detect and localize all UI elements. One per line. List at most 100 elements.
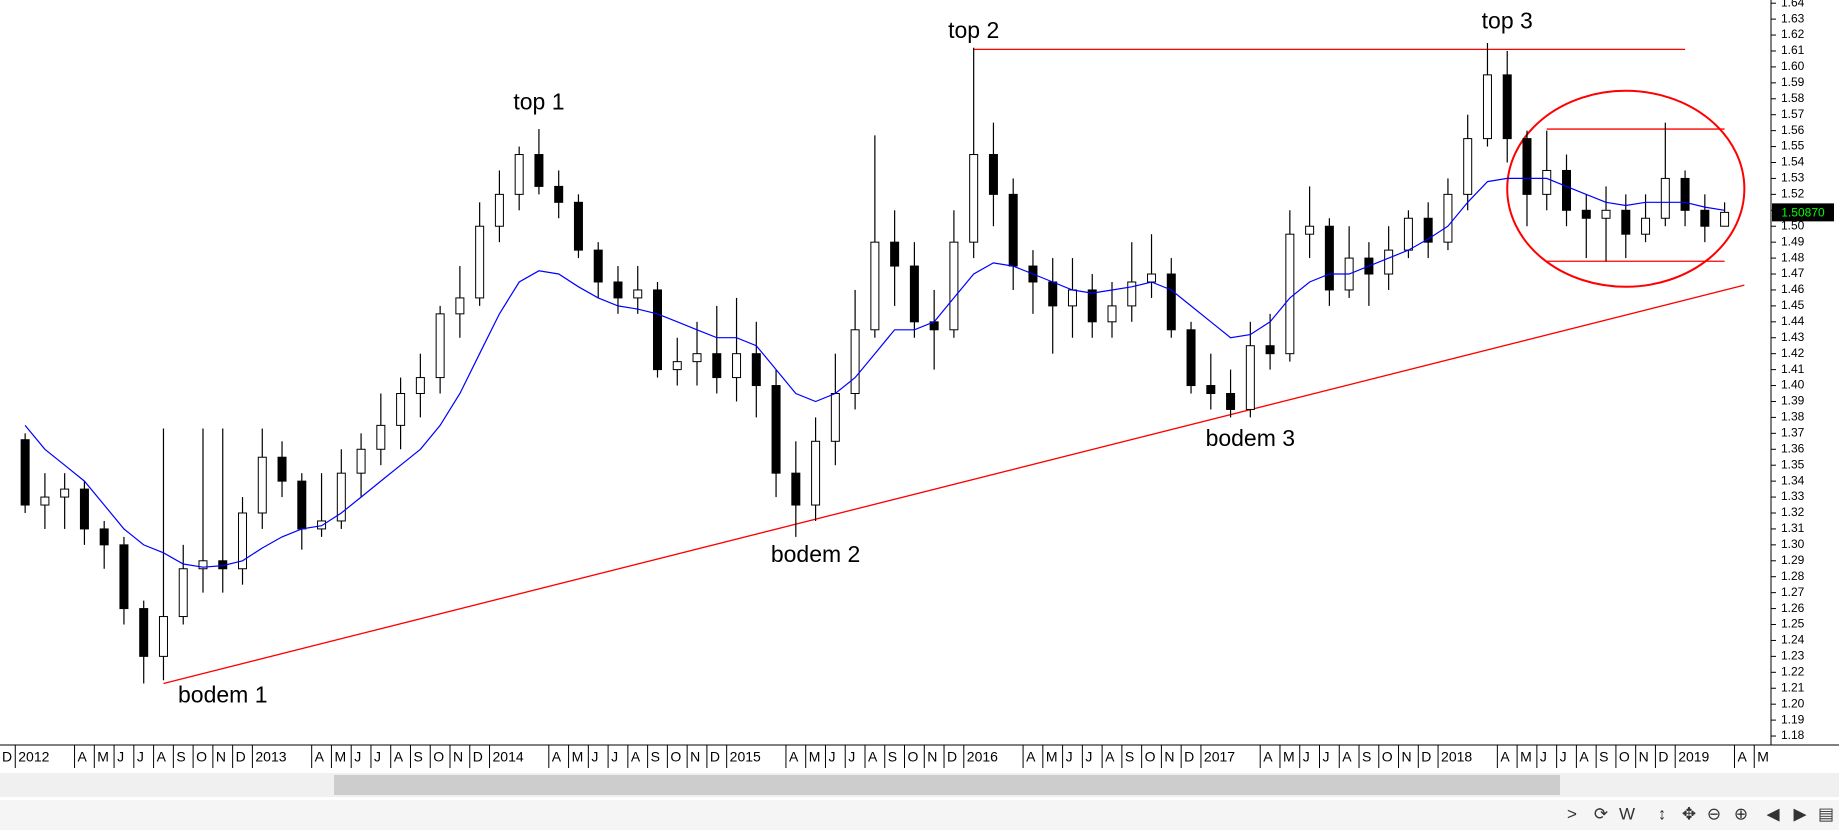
x-tick-label: D [1184,749,1194,765]
candle-body [317,520,327,530]
candle-body [1601,209,1611,219]
candle-body [139,608,149,657]
y-tick-label: 1.48 [1781,250,1805,264]
candle-body [99,528,109,546]
toolbar-button[interactable]: > [1567,804,1577,823]
last-price-box [1772,203,1834,222]
y-tick-label: 1.61 [1781,43,1805,57]
y-tick-label: 1.56 [1781,123,1805,137]
x-tick-label: 2014 [493,749,524,765]
y-tick-label: 1.54 [1781,155,1805,169]
x-tick-label: M [334,749,346,765]
candle-body [356,448,366,474]
annotation: top 3 [1482,7,1533,33]
candle-body [1482,74,1492,140]
candle-body [633,289,643,299]
y-tick-label: 1.22 [1781,664,1805,678]
x-tick-label: J [137,749,144,765]
candle-body [870,241,880,331]
y-tick-label: 1.44 [1781,314,1805,328]
toolbar-button[interactable]: ✥ [1682,804,1696,823]
y-tick-label: 1.32 [1781,505,1805,519]
highlight-ellipse [1506,89,1746,288]
toolbar-button[interactable]: ↕ [1658,804,1667,823]
candle-body [415,377,425,395]
candle-body [79,488,89,530]
candle-body [1403,217,1413,251]
y-tick-label: 1.52 [1781,187,1805,201]
x-tick-label: J [1322,749,1329,765]
candle-body [1265,345,1275,355]
toolbar-button[interactable]: ◀ [1766,804,1780,823]
y-tick-label: 1.41 [1781,362,1805,376]
x-tick-label: D [473,749,483,765]
y-tick-label: 1.38 [1781,410,1805,424]
x-tick-label: 2019 [1678,749,1709,765]
y-tick-label: 1.50 [1781,218,1805,232]
candle-body [830,393,840,442]
candle-body [712,353,722,379]
x-tick-label: 2017 [1204,749,1235,765]
x-tick-label: J [117,749,124,765]
candle-body [1700,209,1710,227]
toolbar-button[interactable]: ▶ [1793,804,1807,823]
candle-body [494,193,504,227]
axes: 1.18 1.19 1.20 1.21 1.221.23 1.24 1.25 1.26 1.27… [2,0,1834,768]
x-tick-label: N [453,749,463,765]
y-tick-label: 1.58 [1781,91,1805,105]
x-tick-label: 2015 [730,749,761,765]
candle-body [40,496,50,506]
candle-body [396,393,406,426]
annotation: top 1 [513,89,564,115]
x-tick-label: O [1619,749,1630,765]
toolbar-button[interactable]: W [1619,804,1635,823]
drawn-line [163,284,1745,685]
x-tick-label: S [888,749,897,765]
toolbar: > ⟳ W ↕ ✥ ⊖ ⊕ ◀ ▶ ▤ [1567,804,1834,823]
candle-body [1443,193,1453,243]
x-tick-label: N [1402,749,1412,765]
candle-body [672,361,682,371]
candle-body [297,480,307,530]
scrollbar-thumb[interactable] [334,775,1560,795]
candle-body [1087,289,1097,323]
candle-body [158,616,168,657]
last-price-label: 1.50870 [1781,206,1825,220]
x-tick-label: 2016 [967,749,998,765]
y-tick-label: 1.28 [1781,569,1805,583]
y-tick-label: 1.34 [1781,473,1805,487]
candle-body [435,313,445,379]
x-tick-label: 2018 [1441,749,1472,765]
x-tick-label: 2012 [18,749,49,765]
y-tick-label: 1.29 [1781,553,1805,567]
toolbar-button[interactable]: ▤ [1818,804,1834,823]
x-tick-label: A [631,749,641,765]
x-tick-label: J [354,749,361,765]
toolbar-button[interactable]: ⊕ [1734,804,1748,823]
x-tick-label: J [591,749,598,765]
candle-body [198,560,208,570]
x-tick-label: J [1085,749,1092,765]
candle-body [1245,345,1255,410]
y-tick-label: 1.31 [1781,521,1805,535]
candle-body [1423,217,1433,243]
candle-body [1641,217,1651,235]
toolbar-button[interactable]: ⊖ [1707,804,1721,823]
x-tick-label: N [690,749,700,765]
candle-body [119,544,129,610]
x-tick-label: A [1263,749,1273,765]
candle-body [238,512,248,570]
x-tick-label: 2013 [255,749,286,765]
x-tick-label: M [1520,749,1532,765]
x-tick-label: J [1066,749,1073,765]
toolbar-button[interactable]: ⟳ [1594,804,1608,823]
x-tick-label: A [868,749,878,765]
y-tick-label: 1.35 [1781,457,1805,471]
x-tick-label: S [1125,749,1134,765]
y-tick-label: 1.60 [1781,59,1805,73]
candle-body [751,353,761,387]
candle-body [1166,273,1176,331]
x-tick-label: A [1579,749,1589,765]
candle-body [1502,74,1512,140]
